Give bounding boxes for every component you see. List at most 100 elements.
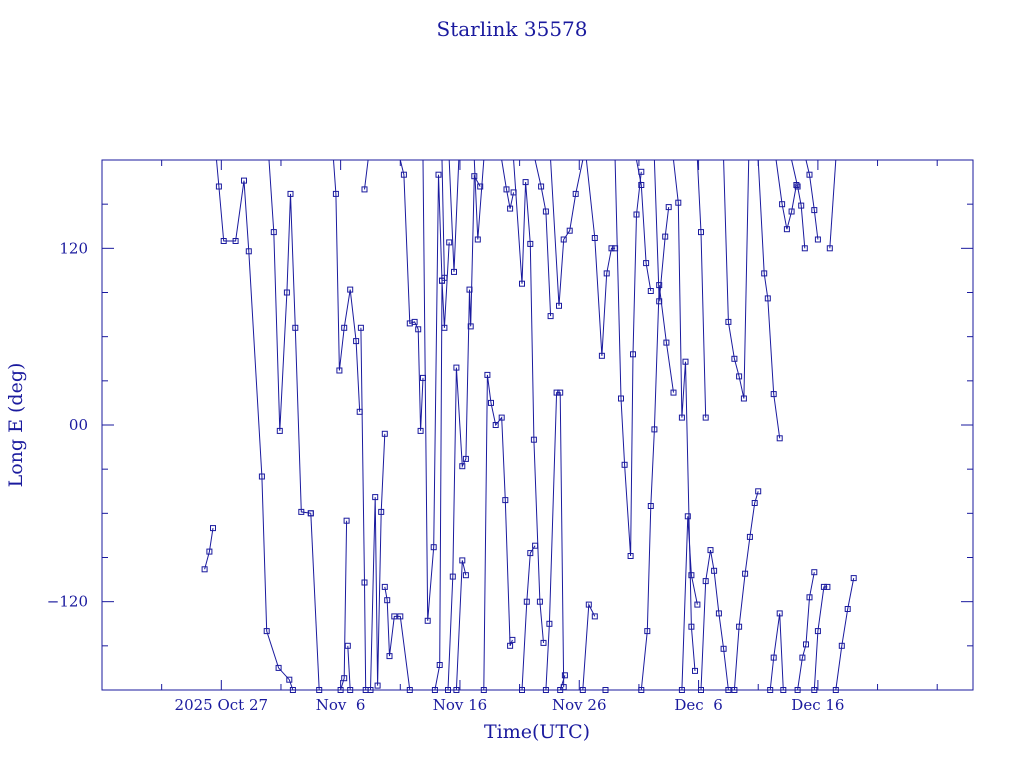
series-line: [268, 159, 311, 514]
data-point: [542, 208, 549, 215]
data-point: [767, 687, 774, 693]
data-point: [844, 606, 851, 612]
data-point: [287, 190, 294, 197]
data-point: [662, 233, 669, 240]
data-point: [566, 227, 573, 234]
data-point: [449, 573, 456, 580]
data-point: [751, 500, 758, 506]
data-point: [678, 687, 685, 693]
data-point: [755, 488, 762, 495]
data-point: [374, 682, 381, 689]
data-point: [258, 473, 265, 480]
data-point: [694, 601, 701, 608]
data-point: [591, 613, 598, 620]
data-point: [806, 171, 813, 178]
y-tick-label: 120: [59, 239, 88, 257]
data-point: [462, 572, 469, 579]
data-point: [415, 326, 422, 333]
y-tick-label: 00: [69, 416, 88, 434]
data-point: [702, 578, 709, 585]
data-point: [201, 566, 208, 573]
data-point: [811, 569, 818, 576]
data-point: [698, 229, 704, 236]
data-point: [647, 288, 654, 294]
data-point: [715, 610, 722, 617]
data-point: [406, 687, 413, 693]
data-point: [731, 687, 738, 693]
data-point: [367, 687, 374, 693]
x-tick-label: Nov 26: [552, 696, 607, 714]
data-point: [435, 171, 442, 178]
series-line: [723, 159, 750, 399]
data-point: [684, 513, 691, 520]
data-point: [441, 324, 448, 331]
data-point: [477, 183, 484, 190]
data-point: [761, 270, 768, 277]
data-point: [507, 642, 514, 649]
data-point: [742, 570, 749, 577]
data-point: [740, 395, 747, 402]
data-point: [820, 583, 827, 590]
data-point: [530, 436, 537, 443]
data-point: [446, 239, 453, 246]
series-line: [805, 159, 819, 240]
data-point: [783, 226, 790, 233]
data-point: [436, 662, 443, 668]
data-point: [643, 260, 650, 267]
series-line: [640, 285, 674, 691]
data-point: [451, 268, 457, 275]
x-axis-label: Time(UTC): [484, 721, 590, 743]
series-line: [797, 572, 815, 691]
data-point: [353, 338, 360, 345]
series-line: [636, 159, 652, 292]
data-point: [343, 517, 350, 524]
series-line: [441, 159, 445, 278]
data-point: [832, 687, 839, 693]
data-point: [540, 639, 547, 646]
data-point: [538, 183, 545, 190]
data-point: [397, 613, 404, 620]
series-line: [673, 159, 696, 671]
data-point: [618, 395, 624, 402]
data-point: [725, 687, 732, 693]
data-point: [206, 548, 213, 555]
data-point: [572, 190, 579, 197]
data-point: [638, 182, 645, 188]
series-line: [700, 550, 729, 691]
data-point: [532, 542, 539, 549]
series-line: [791, 159, 806, 249]
data-point: [603, 270, 610, 277]
series-line: [829, 159, 837, 249]
data-point: [445, 687, 451, 693]
data-point: [361, 186, 368, 193]
data-point: [770, 391, 777, 398]
data-point: [381, 583, 388, 590]
data-point: [764, 295, 771, 302]
data-point: [811, 207, 818, 214]
data-point: [798, 202, 805, 209]
x-tick-label: Nov 6: [316, 696, 366, 714]
data-point: [307, 510, 314, 517]
data-point: [507, 205, 514, 212]
data-point: [621, 461, 628, 468]
series-line: [835, 578, 855, 691]
series-line: [653, 159, 670, 302]
data-point: [663, 339, 670, 346]
data-point: [711, 567, 718, 574]
data-point: [602, 687, 609, 693]
x-tick-label: Dec 16: [791, 696, 844, 714]
data-point: [431, 687, 438, 693]
data-point: [776, 610, 783, 617]
series-line: [681, 516, 698, 691]
series-line: [483, 374, 513, 691]
data-point: [688, 623, 695, 630]
data-point: [553, 389, 560, 396]
series-line: [204, 528, 214, 570]
data-point: [522, 179, 529, 186]
series-line: [347, 645, 351, 691]
data-point: [316, 687, 323, 693]
chart-title: Starlink 35578: [437, 17, 588, 41]
data-point: [707, 547, 714, 554]
data-point: [275, 664, 282, 671]
data-point: [546, 620, 553, 627]
